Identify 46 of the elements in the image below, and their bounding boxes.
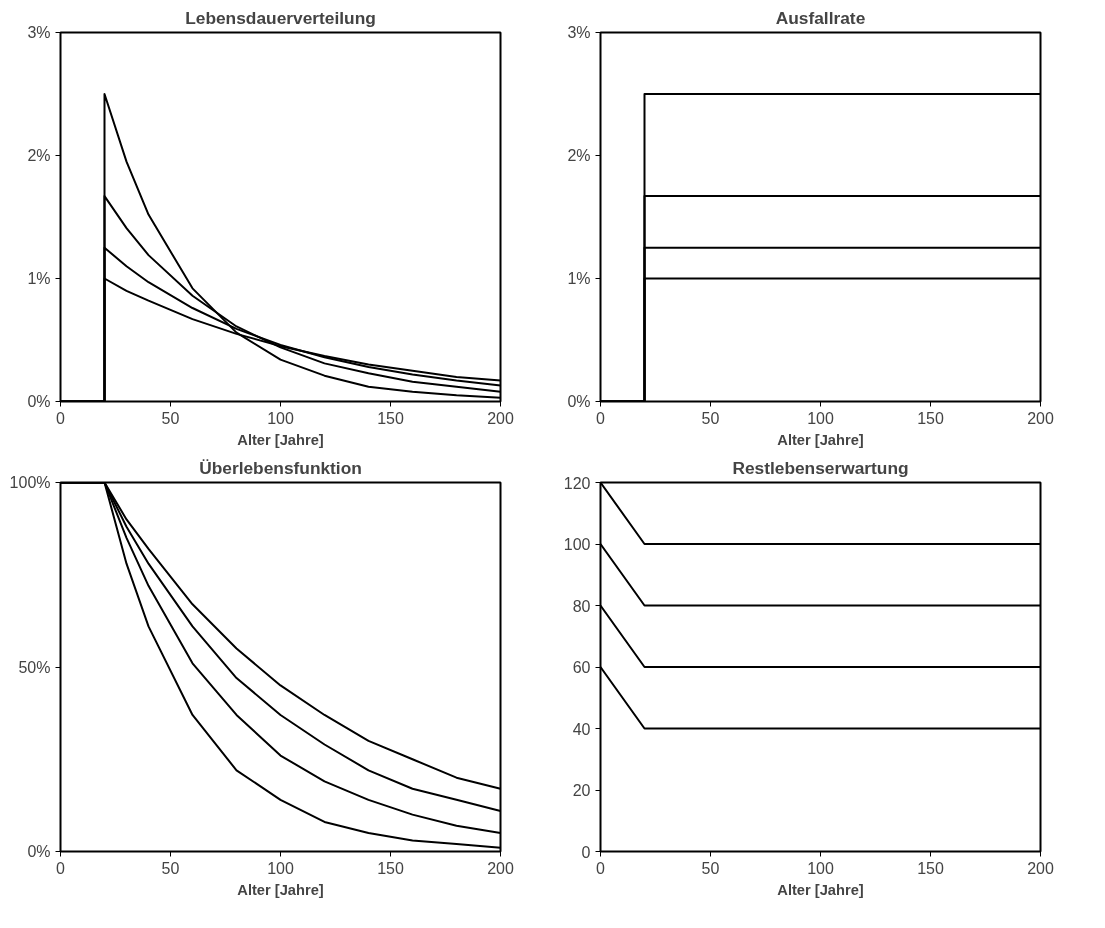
x-tick-label: 200	[1027, 409, 1054, 427]
x-tick-label: 200	[487, 859, 514, 877]
chart-title: Überlebensfunktion	[199, 457, 362, 478]
x-tick-label: 50	[161, 859, 180, 877]
x-tick-label: 50	[701, 409, 720, 427]
y-tick-label: 1%	[27, 270, 51, 287]
x-tick-label: 100	[267, 859, 294, 877]
x-axis-title: Alter [Jahre]	[237, 431, 324, 448]
x-tick-label: 150	[917, 409, 944, 427]
y-tick-label: 1%	[567, 270, 591, 287]
x-tick-label: 150	[917, 859, 944, 877]
x-tick-label: 200	[487, 409, 514, 427]
x-axis-title: Alter [Jahre]	[237, 881, 324, 898]
y-tick-label: 3%	[27, 24, 51, 41]
y-tick-label: 2%	[27, 147, 51, 164]
y-tick-label: 120	[563, 474, 591, 492]
x-tick-label: 0	[596, 859, 606, 877]
chart-title: Ausfallrate	[775, 7, 866, 28]
x-tick-label: 0	[56, 859, 66, 877]
chart-title: Restlebenserwartung	[732, 457, 909, 478]
x-axis-title: Alter [Jahre]	[777, 431, 864, 448]
y-tick-label: 0%	[27, 393, 51, 410]
x-tick-label: 150	[377, 859, 404, 877]
y-tick-label: 0	[581, 843, 591, 861]
x-tick-label: 100	[267, 409, 294, 427]
y-tick-label: 0%	[27, 843, 51, 860]
y-tick-label: 2%	[567, 147, 591, 164]
x-tick-label: 100	[807, 409, 834, 427]
y-tick-label: 40	[572, 720, 591, 738]
x-tick-label: 150	[377, 409, 404, 427]
chart-title: Lebensdauerverteilung	[185, 7, 376, 28]
x-tick-label: 100	[807, 859, 834, 877]
y-tick-label: 50%	[18, 658, 51, 676]
y-tick-label: 60	[572, 659, 591, 676]
x-tick-label: 50	[701, 859, 720, 877]
y-tick-label: 3%	[567, 24, 591, 41]
y-tick-label: 20	[572, 782, 591, 799]
y-tick-label: 100	[563, 536, 591, 553]
x-tick-label: 0	[56, 409, 66, 427]
y-tick-label: 100%	[9, 474, 51, 491]
y-tick-label: 0%	[567, 393, 591, 410]
x-axis-title: Alter [Jahre]	[777, 881, 864, 898]
x-tick-label: 0	[596, 409, 606, 427]
x-tick-label: 50	[161, 409, 180, 427]
x-tick-label: 200	[1027, 859, 1054, 877]
y-tick-label: 80	[572, 597, 591, 615]
